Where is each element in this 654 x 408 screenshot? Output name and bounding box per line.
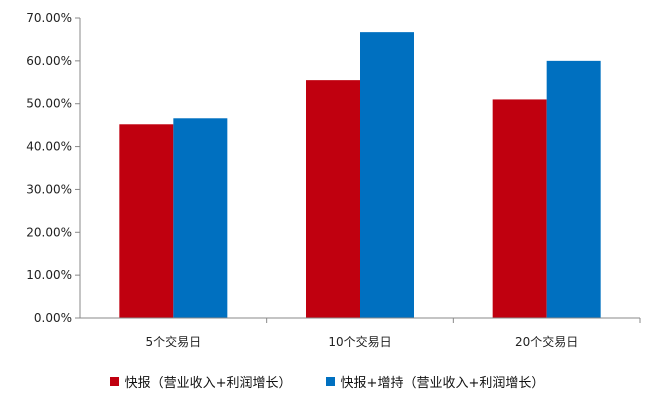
- y-tick-label: 50.00%: [26, 97, 72, 111]
- legend-item-series-1: 快报（营业收入+利润增长）: [109, 372, 292, 391]
- y-tick-label: 70.00%: [26, 11, 72, 25]
- bar-series-1-2: [306, 80, 360, 319]
- x-tick-label: 10个交易日: [328, 334, 391, 349]
- bar-series-1-3: [492, 99, 547, 318]
- bars: [119, 32, 601, 319]
- y-tick-label: 40.00%: [26, 140, 72, 154]
- bar-series-2-1: [173, 118, 228, 319]
- legend-label-series-2: 快报+增持（营业收入+利润增长）: [340, 376, 545, 391]
- bar-series-2-3: [546, 60, 601, 318]
- legend-swatch-series-1: [109, 377, 119, 386]
- x-tick-label: 5个交易日: [146, 334, 202, 349]
- x-tick-label: 20个交易日: [515, 334, 578, 349]
- legend-swatch-series-2: [325, 377, 335, 386]
- y-axis-ticks: 0.00% 10.00% 20.00% 30.00% 40.00% 50.00% 60.00…: [26, 11, 80, 325]
- y-tick-label: 60.00%: [26, 54, 72, 68]
- y-tick-label: 30.00%: [26, 182, 72, 196]
- x-axis-ticks: 5个交易日 10个交易日 20个交易日: [146, 318, 641, 349]
- legend: 快报（营业收入+利润增长） 快报+增持（营业收入+利润增长）: [0, 372, 654, 391]
- legend-item-series-2: 快报+增持（营业收入+利润增长）: [325, 372, 545, 391]
- y-tick-label: 0.00%: [34, 311, 72, 325]
- y-tick-label: 20.00%: [26, 225, 72, 239]
- y-tick-label: 10.00%: [26, 268, 72, 282]
- bar-series-1-1: [119, 124, 174, 319]
- bar-series-2-2: [360, 32, 414, 319]
- legend-label-series-1: 快报（营业收入+利润增长）: [124, 376, 292, 391]
